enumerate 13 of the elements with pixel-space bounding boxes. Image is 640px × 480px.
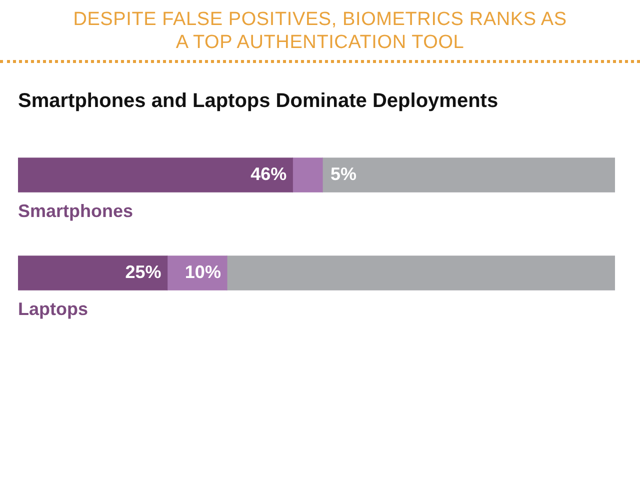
bar (292, 158, 323, 192)
data-label: 46% (250, 164, 287, 184)
data-label: 5% (330, 164, 356, 184)
data-label: 10% (184, 262, 221, 282)
bar (226, 256, 615, 290)
bar (322, 158, 615, 192)
chart-title: DESPITE FALSE POSITIVES, BIOMETRICS RANKS AS A TOP AUTHENTICATION TOOL (72, 8, 568, 54)
y-tick-label: Laptops (18, 298, 88, 319)
bar (18, 158, 293, 192)
data-label: 25% (125, 262, 162, 282)
y-tick-label: Smartphones (18, 200, 134, 221)
bar (18, 256, 168, 290)
chart-subtitle: Smartphones and Laptops Dominate Deployments (18, 90, 498, 113)
